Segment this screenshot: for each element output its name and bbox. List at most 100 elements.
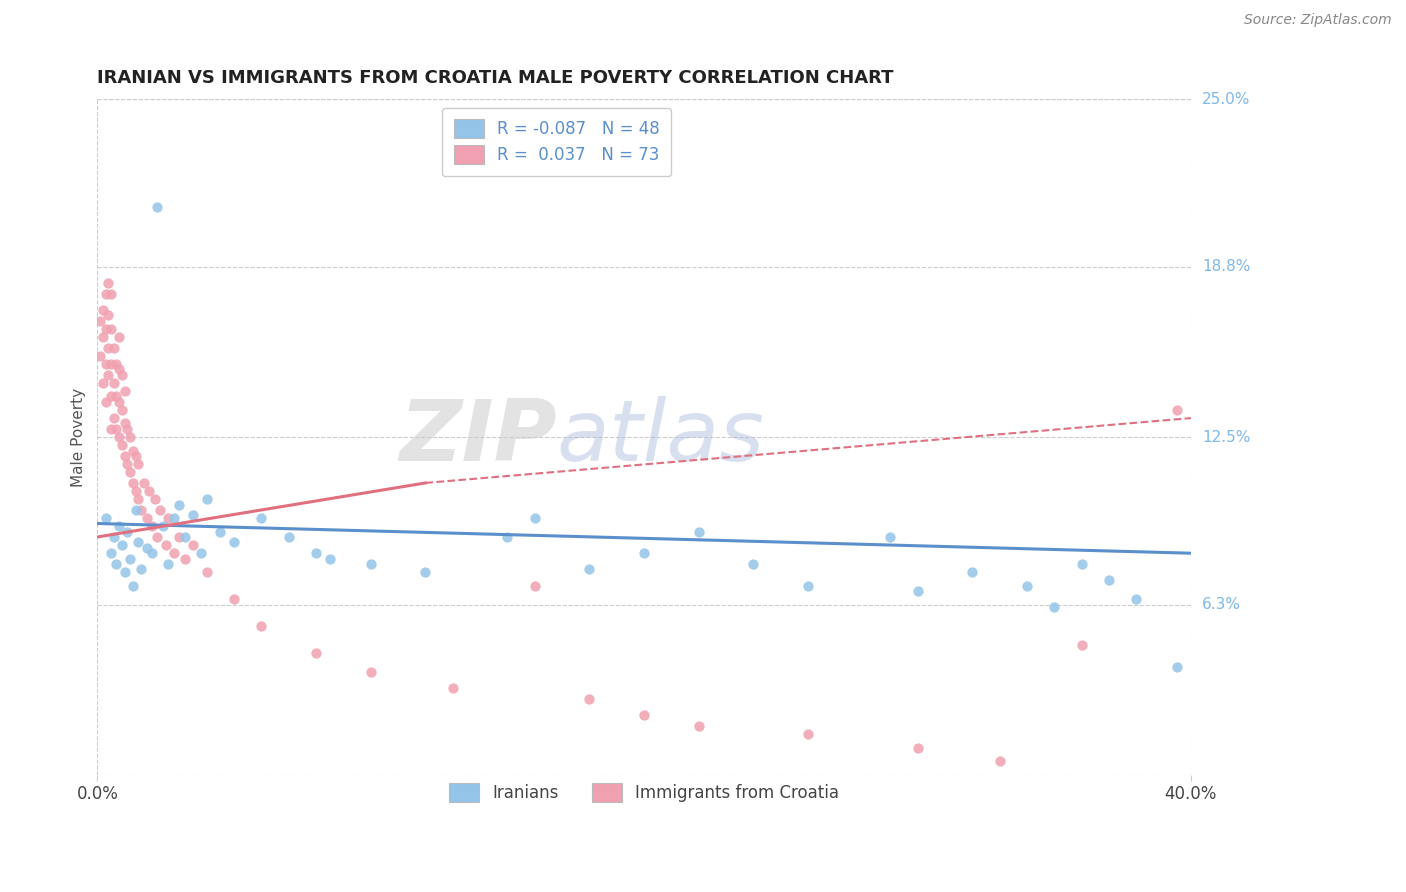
Point: [127, 492, 149, 507]
Text: 25.0%: 25.0%: [1202, 92, 1250, 107]
Point: [879, 530, 901, 544]
Point: [103, 530, 125, 544]
Point: [633, 546, 655, 560]
Point: [305, 646, 328, 660]
Point: [111, 438, 134, 452]
Point: [195, 492, 218, 507]
Point: [250, 619, 273, 633]
Text: ZIP: ZIP: [399, 395, 557, 478]
Point: [114, 565, 136, 579]
Point: [100, 389, 122, 403]
Point: [105, 557, 128, 571]
Point: [120, 551, 142, 566]
Point: [195, 565, 218, 579]
Point: [797, 727, 820, 741]
Point: [108, 395, 131, 409]
Text: 6.3%: 6.3%: [1202, 597, 1241, 612]
Point: [94, 357, 117, 371]
Point: [163, 511, 186, 525]
Point: [222, 535, 245, 549]
Point: [277, 530, 299, 544]
Point: [105, 357, 128, 371]
Point: [91, 303, 114, 318]
Point: [360, 665, 382, 679]
Point: [122, 475, 145, 490]
Point: [97, 276, 120, 290]
Point: [135, 541, 157, 555]
Point: [688, 719, 710, 733]
Point: [114, 417, 136, 431]
Point: [688, 524, 710, 539]
Point: [127, 535, 149, 549]
Point: [209, 524, 232, 539]
Point: [91, 330, 114, 344]
Point: [141, 519, 163, 533]
Point: [132, 475, 155, 490]
Point: [305, 546, 328, 560]
Point: [960, 565, 983, 579]
Y-axis label: Male Poverty: Male Poverty: [72, 387, 86, 486]
Point: [578, 562, 600, 576]
Point: [105, 389, 128, 403]
Point: [103, 376, 125, 390]
Point: [108, 330, 131, 344]
Point: [149, 503, 172, 517]
Point: [100, 546, 122, 560]
Point: [1070, 638, 1092, 652]
Point: [157, 557, 180, 571]
Point: [100, 322, 122, 336]
Point: [250, 511, 273, 525]
Point: [190, 546, 212, 560]
Point: [127, 457, 149, 471]
Point: [114, 449, 136, 463]
Point: [146, 200, 169, 214]
Point: [111, 368, 134, 382]
Point: [169, 498, 191, 512]
Point: [138, 484, 160, 499]
Point: [89, 349, 111, 363]
Point: [152, 519, 174, 533]
Point: [415, 565, 437, 579]
Point: [742, 557, 765, 571]
Point: [111, 538, 134, 552]
Point: [108, 519, 131, 533]
Point: [135, 511, 157, 525]
Point: [124, 449, 146, 463]
Point: [578, 692, 600, 706]
Point: [105, 422, 128, 436]
Point: [120, 430, 142, 444]
Text: 12.5%: 12.5%: [1202, 430, 1250, 444]
Point: [129, 503, 152, 517]
Point: [1043, 600, 1066, 615]
Point: [143, 492, 166, 507]
Point: [100, 422, 122, 436]
Point: [1166, 403, 1188, 417]
Point: [91, 376, 114, 390]
Text: atlas: atlas: [557, 395, 765, 478]
Point: [89, 314, 111, 328]
Point: [988, 754, 1011, 768]
Point: [496, 530, 519, 544]
Point: [94, 322, 117, 336]
Point: [97, 368, 120, 382]
Point: [155, 538, 177, 552]
Point: [97, 341, 120, 355]
Point: [94, 395, 117, 409]
Legend: Iranians, Immigrants from Croatia: Iranians, Immigrants from Croatia: [437, 772, 851, 814]
Point: [907, 740, 929, 755]
Point: [117, 422, 139, 436]
Text: 18.8%: 18.8%: [1202, 260, 1250, 274]
Point: [1098, 573, 1121, 587]
Point: [797, 579, 820, 593]
Point: [94, 286, 117, 301]
Point: [169, 530, 191, 544]
Point: [157, 511, 180, 525]
Point: [129, 562, 152, 576]
Point: [222, 592, 245, 607]
Point: [523, 579, 546, 593]
Point: [94, 511, 117, 525]
Point: [117, 524, 139, 539]
Point: [319, 551, 342, 566]
Point: [163, 546, 186, 560]
Point: [1166, 659, 1188, 673]
